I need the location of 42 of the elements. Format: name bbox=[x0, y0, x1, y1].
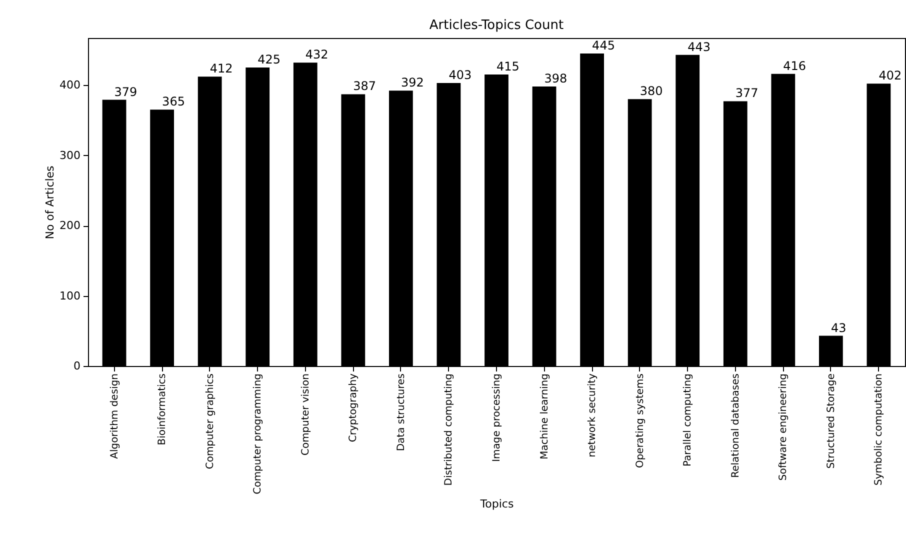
data-label: 416 bbox=[783, 58, 806, 73]
data-label: 377 bbox=[735, 86, 758, 100]
data-label: 425 bbox=[258, 52, 281, 66]
data-label: 398 bbox=[544, 71, 568, 86]
x-tick-label: Data structures bbox=[396, 374, 407, 452]
x-tick-label: Relational databases bbox=[730, 374, 742, 478]
x-tick-label: Bioinformatics bbox=[157, 374, 168, 446]
x-tick-label: Structured Storage bbox=[826, 374, 837, 469]
x-tick-label: Software engineering bbox=[778, 374, 790, 481]
data-label: 443 bbox=[688, 40, 711, 54]
data-label: 432 bbox=[305, 48, 328, 62]
data-label: 403 bbox=[448, 68, 472, 82]
data-label: 43 bbox=[830, 320, 846, 335]
y-tick-label: 100 bbox=[60, 289, 80, 302]
data-label: 380 bbox=[640, 84, 663, 98]
x-tick-label: network security bbox=[587, 373, 598, 458]
y-tick-label: 300 bbox=[60, 148, 80, 162]
y-tick-label: 400 bbox=[60, 78, 80, 92]
x-tick-label: Algorithm design bbox=[109, 374, 120, 459]
x-tick-label: Computer programming bbox=[252, 374, 264, 494]
data-label: 402 bbox=[878, 68, 902, 83]
data-label: 392 bbox=[400, 76, 424, 90]
data-label: 379 bbox=[114, 84, 138, 99]
y-tick-label: 0 bbox=[74, 360, 80, 372]
x-tick-label: Computer vision bbox=[300, 374, 312, 456]
x-tick-label: Computer graphics bbox=[204, 374, 216, 470]
x-axis-title: Topics bbox=[479, 497, 514, 510]
x-tick-label: Cryptography bbox=[348, 373, 360, 442]
x-tick-label: Distributed computing bbox=[444, 374, 455, 486]
data-label: 365 bbox=[162, 94, 185, 109]
chart-title: Articles-Topics Count bbox=[429, 18, 564, 33]
x-tick-label: Symbolic computation bbox=[874, 374, 885, 486]
x-tick-label: Parallel computing bbox=[682, 374, 694, 467]
data-label: 415 bbox=[496, 60, 520, 74]
x-tick-label: Image processing bbox=[492, 374, 502, 462]
x-tick-label: Machine learning bbox=[539, 374, 550, 460]
data-label: 445 bbox=[592, 38, 615, 52]
y-axis-title: No of Articles bbox=[44, 165, 57, 240]
x-tick-label: Operating systems bbox=[634, 374, 646, 468]
data-label: 412 bbox=[210, 62, 233, 76]
y-tick-label: 200 bbox=[60, 219, 80, 232]
data-label: 387 bbox=[353, 79, 376, 94]
